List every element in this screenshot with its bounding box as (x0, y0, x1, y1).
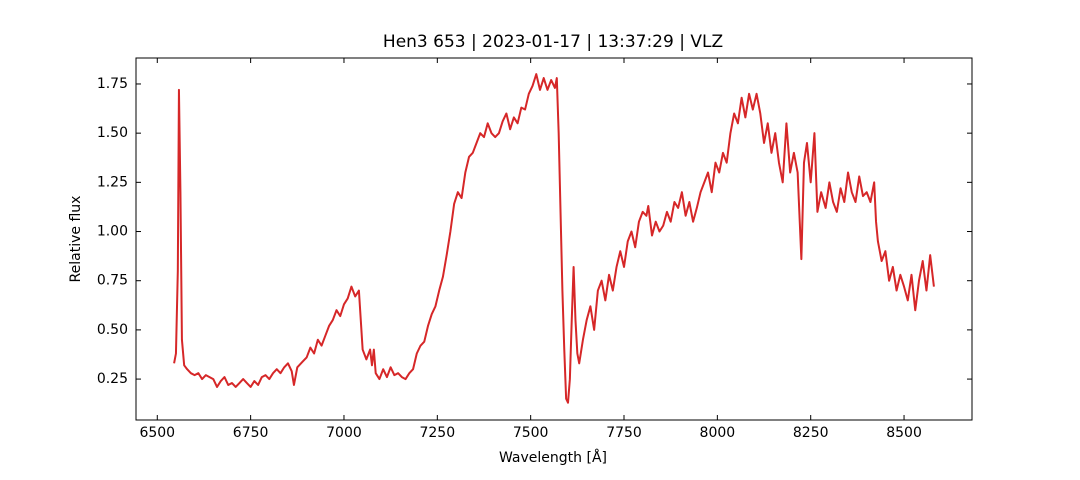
x-tick-label: 7750 (606, 425, 642, 441)
spectrum-line (173, 73, 935, 404)
x-tick-label: 7500 (513, 425, 549, 441)
y-tick-label: 0.75 (97, 273, 128, 289)
x-tick-label: 8000 (700, 425, 736, 441)
x-tick-label: 7000 (326, 425, 362, 441)
y-tick-label: 1.25 (97, 174, 128, 190)
y-tick-label: 1.50 (97, 125, 128, 141)
y-tick-label: 1.00 (97, 224, 128, 240)
x-tick-label: 6500 (139, 425, 175, 441)
x-tick-label: 8250 (793, 425, 829, 441)
x-tick-label: 6750 (233, 425, 269, 441)
y-axis-label: Relative flux (68, 196, 84, 283)
y-tick-label: 0.25 (97, 371, 128, 387)
y-tick-label: 0.50 (97, 322, 128, 338)
x-tick-label: 8500 (886, 425, 922, 441)
x-tick-label: 7250 (419, 425, 455, 441)
x-axis-label: Wavelength [Å] (499, 449, 607, 466)
plot-frame (135, 57, 973, 421)
y-tick-label: 1.75 (97, 76, 128, 92)
chart-title: Hen3 653 | 2023-01-17 | 13:37:29 | VLZ (383, 32, 723, 52)
